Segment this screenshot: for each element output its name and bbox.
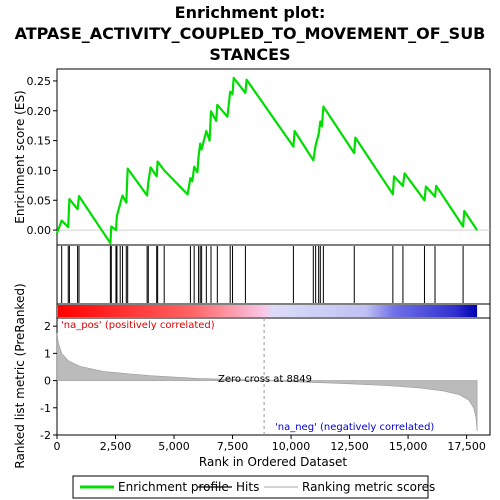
legend-label: Hits <box>236 480 259 494</box>
chart-title-line-1: Enrichment plot: <box>175 3 326 22</box>
ranking-metric-area <box>56 332 478 431</box>
chart-title-line-3: STANCES <box>209 45 290 64</box>
es-y-tick-label: 0.00 <box>27 224 52 237</box>
zero-cross-label: Zero cross at 8849 <box>218 374 312 385</box>
positive-correlation-label: 'na_pos' (positively correlated) <box>61 320 215 331</box>
x-tick-label: 15,000 <box>389 440 428 453</box>
metric-y-axis-label: Ranked list metric (PreRanked) <box>13 283 27 468</box>
es-y-axis-label: Enrichment score (ES) <box>13 90 27 223</box>
es-y-tick-label: 0.05 <box>27 194 52 207</box>
metric-y-tick-label: 2 <box>44 320 51 333</box>
metric-y-tick-label: -2 <box>40 429 51 442</box>
x-tick-label: 2,500 <box>100 440 132 453</box>
hits-layer <box>61 246 464 303</box>
legend-label: Ranking metric scores <box>302 480 435 494</box>
negative-correlation-label: 'na_neg' (negatively correlated) <box>275 422 434 433</box>
x-tick-label: 12,500 <box>330 440 369 453</box>
legend-box <box>72 475 429 499</box>
legend: Enrichment profile Hits Ranking metric sco… <box>80 480 435 494</box>
x-tick-label: 17,500 <box>447 440 486 453</box>
rank-gradient-bar <box>58 305 478 317</box>
enrichment-profile-line <box>55 76 479 245</box>
chart-title-line-2: ATPASE_ACTIVITY_COUPLED_TO_MOVEMENT_OF_S… <box>15 24 486 43</box>
es-y-tick-label: 0.15 <box>27 135 52 148</box>
enrichment-profile-layer <box>55 76 479 245</box>
x-tick-label: 0 <box>54 440 61 453</box>
x-tick-label: 7,500 <box>217 440 249 453</box>
metric-y-tick-label: 0 <box>44 375 51 388</box>
x-axis-label: Rank in Ordered Dataset <box>199 455 347 469</box>
legend-label: Enrichment profile <box>118 480 229 494</box>
ranking-metric-layer <box>56 318 478 435</box>
es-y-axis-ticks: 0.00 0.05 0.10 0.15 0.20 0.25 <box>27 75 57 237</box>
es-y-tick-label: 0.10 <box>27 164 52 177</box>
x-tick-label: 5,000 <box>158 440 190 453</box>
es-panel-frame <box>56 68 491 246</box>
metric-y-tick-label: 1 <box>44 347 51 360</box>
x-tick-label: 10,000 <box>272 440 311 453</box>
x-axis-ticks: 0 2,500 5,000 7,500 10,000 12,500 15,000 17,500 <box>54 435 486 453</box>
metric-y-axis-ticks: -2 -1 0 1 2 <box>40 320 57 442</box>
metric-y-tick-label: -1 <box>40 402 51 415</box>
es-y-tick-label: 0.20 <box>27 105 52 118</box>
es-y-tick-label: 0.25 <box>27 75 52 88</box>
hits-panel-frame <box>56 244 491 305</box>
